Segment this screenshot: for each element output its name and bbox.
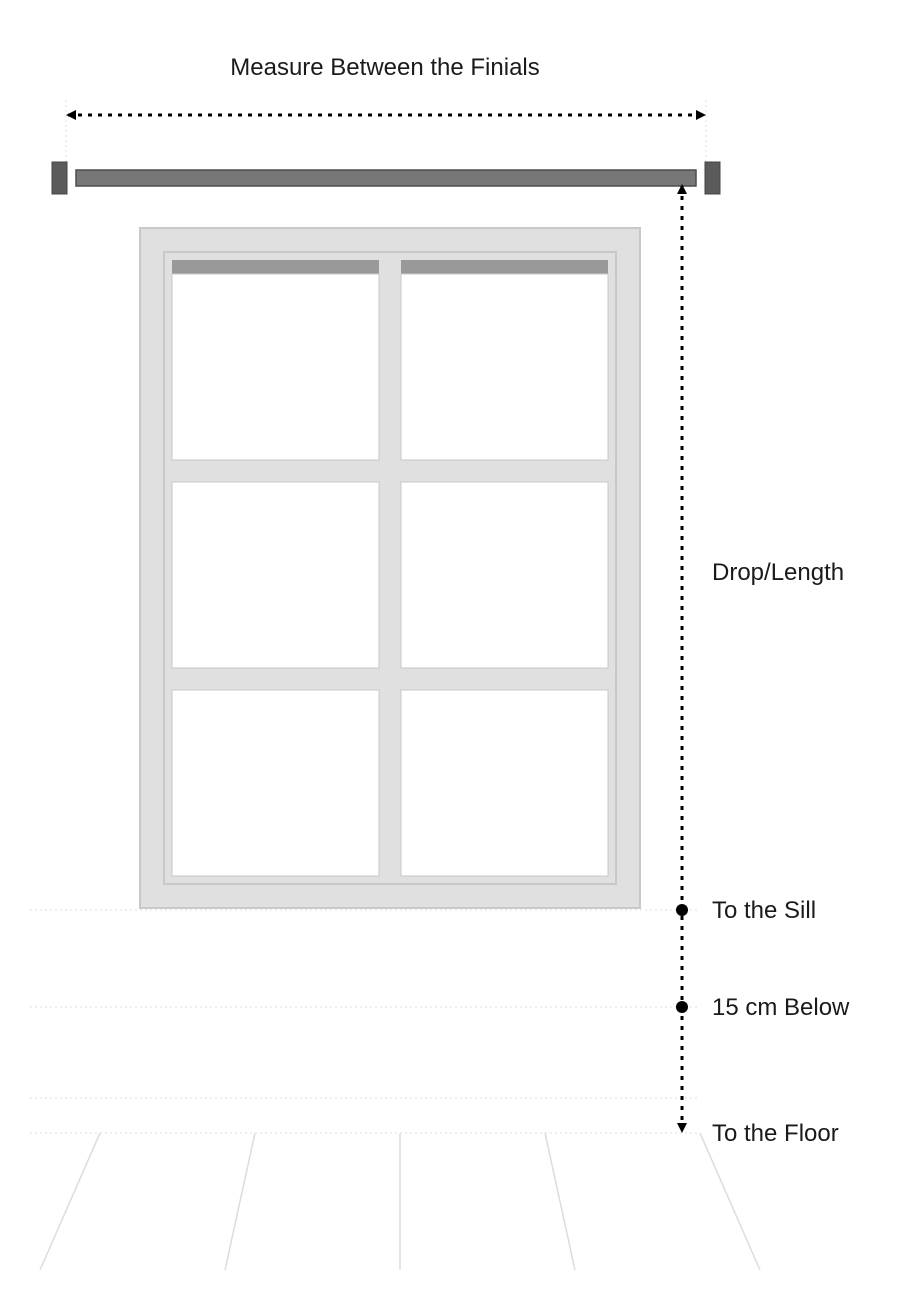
width-measure-label: Measure Between the Finials bbox=[230, 54, 540, 81]
finial-left bbox=[52, 162, 67, 194]
window bbox=[140, 228, 640, 908]
below-label: 15 cm Below bbox=[712, 994, 850, 1021]
floor-label: To the Floor bbox=[712, 1120, 839, 1147]
window-pane bbox=[172, 274, 379, 460]
window-pane bbox=[401, 690, 608, 876]
drop-label: Drop/Length bbox=[712, 559, 844, 586]
drop-dot-below bbox=[676, 1001, 688, 1013]
window-pane bbox=[172, 482, 379, 668]
window-pane bbox=[401, 482, 608, 668]
sill-label: To the Sill bbox=[712, 897, 816, 924]
window-pane bbox=[401, 274, 608, 460]
drop-dot-sill bbox=[676, 904, 688, 916]
window-pane bbox=[172, 690, 379, 876]
finial-right bbox=[705, 162, 720, 194]
curtain-rod bbox=[76, 170, 696, 186]
